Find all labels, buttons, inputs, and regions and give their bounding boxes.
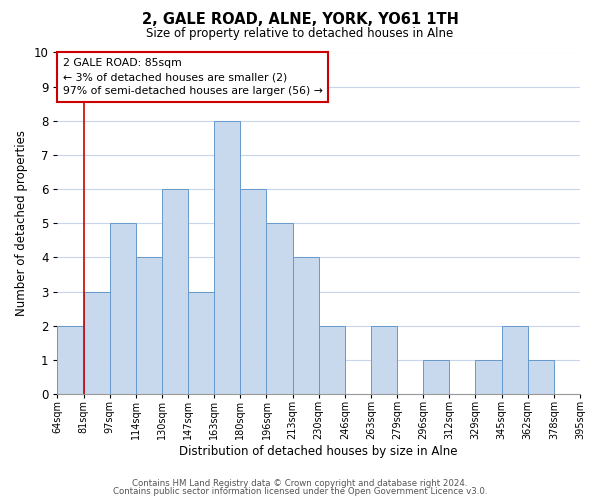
Bar — [136, 258, 162, 394]
Bar — [188, 292, 214, 394]
Bar — [371, 326, 397, 394]
Bar — [475, 360, 502, 394]
Bar — [502, 326, 528, 394]
Bar — [423, 360, 449, 394]
Text: 2 GALE ROAD: 85sqm
← 3% of detached houses are smaller (2)
97% of semi-detached : 2 GALE ROAD: 85sqm ← 3% of detached hous… — [62, 58, 323, 96]
Bar — [293, 258, 319, 394]
Text: 2, GALE ROAD, ALNE, YORK, YO61 1TH: 2, GALE ROAD, ALNE, YORK, YO61 1TH — [142, 12, 458, 28]
X-axis label: Distribution of detached houses by size in Alne: Distribution of detached houses by size … — [179, 444, 458, 458]
Bar — [528, 360, 554, 394]
Bar — [162, 189, 188, 394]
Y-axis label: Number of detached properties: Number of detached properties — [15, 130, 28, 316]
Bar — [58, 326, 83, 394]
Bar — [241, 189, 266, 394]
Text: Contains public sector information licensed under the Open Government Licence v3: Contains public sector information licen… — [113, 487, 487, 496]
Bar — [266, 224, 293, 394]
Text: Size of property relative to detached houses in Alne: Size of property relative to detached ho… — [146, 28, 454, 40]
Bar — [214, 121, 241, 394]
Bar — [319, 326, 345, 394]
Bar — [110, 224, 136, 394]
Bar — [83, 292, 110, 394]
Text: Contains HM Land Registry data © Crown copyright and database right 2024.: Contains HM Land Registry data © Crown c… — [132, 478, 468, 488]
